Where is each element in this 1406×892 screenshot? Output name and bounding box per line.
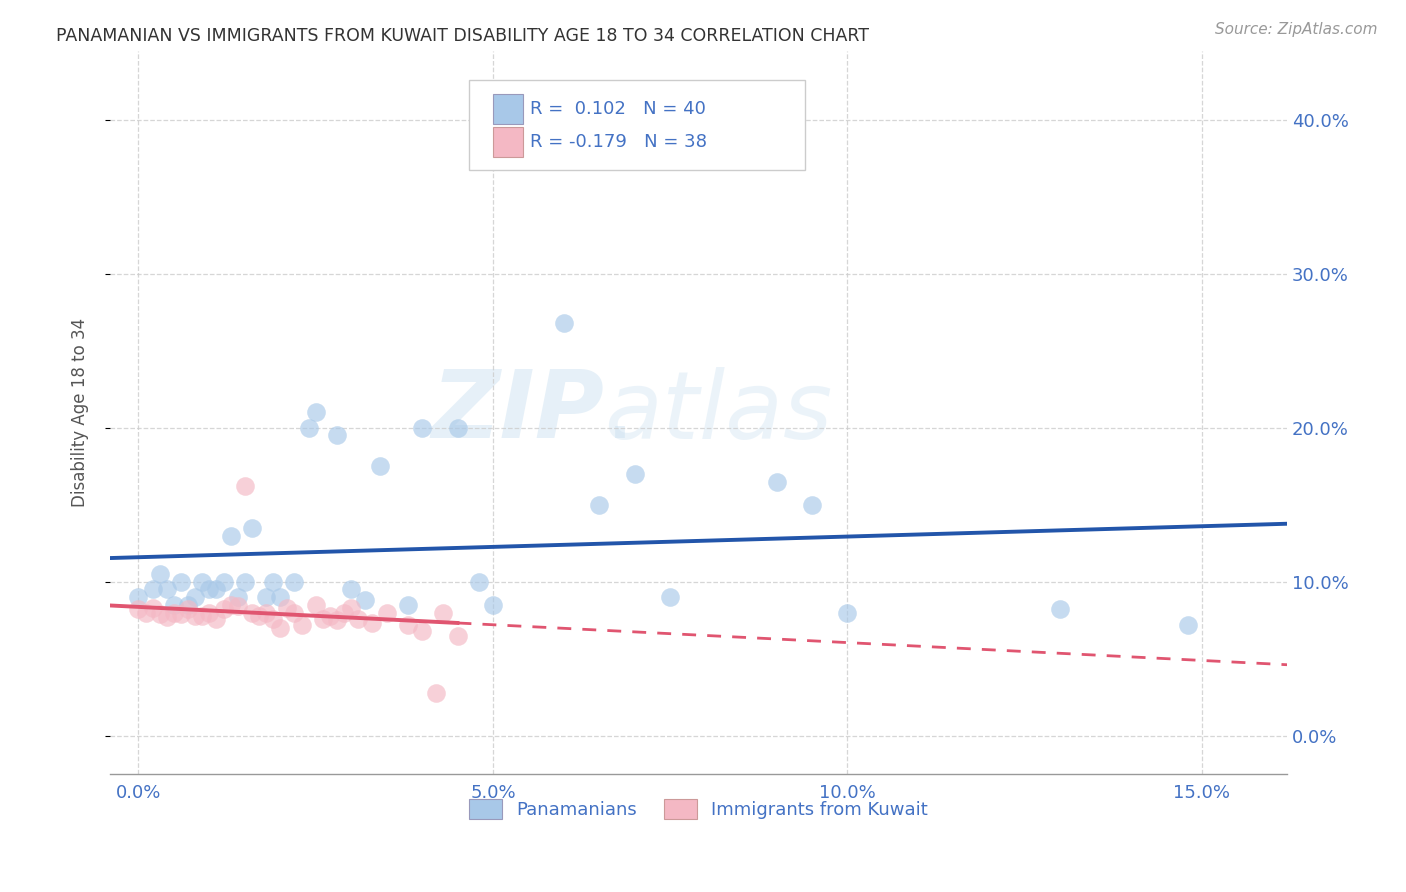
Point xyxy=(396,617,419,632)
Point xyxy=(142,600,165,615)
Point xyxy=(361,616,384,631)
Point xyxy=(347,612,370,626)
Y-axis label: Disability Age 18 to 34: Disability Age 18 to 34 xyxy=(72,318,89,507)
Point xyxy=(765,475,787,489)
Point xyxy=(283,574,305,589)
Point xyxy=(205,612,228,626)
Text: atlas: atlas xyxy=(605,367,832,458)
Point xyxy=(262,574,284,589)
Point xyxy=(396,598,419,612)
Text: .: . xyxy=(605,367,634,458)
Point xyxy=(184,590,207,604)
Point xyxy=(226,590,249,604)
Text: ZIP: ZIP xyxy=(432,367,605,458)
Point xyxy=(340,582,363,597)
Point xyxy=(319,608,342,623)
Point xyxy=(411,624,433,638)
Point xyxy=(269,590,291,604)
Point xyxy=(184,608,207,623)
Point xyxy=(205,582,228,597)
Point xyxy=(1177,617,1199,632)
Point xyxy=(177,598,200,612)
Point xyxy=(446,629,468,643)
Point xyxy=(127,590,149,604)
FancyBboxPatch shape xyxy=(492,127,523,157)
Point xyxy=(156,582,179,597)
Legend: Panamanians, Immigrants from Kuwait: Panamanians, Immigrants from Kuwait xyxy=(463,791,935,827)
Point xyxy=(283,606,305,620)
Point xyxy=(254,590,277,604)
Point xyxy=(432,606,454,620)
Point xyxy=(290,617,312,632)
Point xyxy=(1049,602,1071,616)
Point xyxy=(375,606,398,620)
Point xyxy=(588,498,610,512)
Point xyxy=(142,582,165,597)
Point xyxy=(149,607,172,621)
Point xyxy=(233,479,256,493)
Point xyxy=(198,606,221,620)
Point xyxy=(297,421,319,435)
Point xyxy=(305,598,328,612)
Point xyxy=(254,606,277,620)
Point xyxy=(163,606,186,620)
Point xyxy=(240,521,263,535)
Point xyxy=(191,574,214,589)
Point xyxy=(170,607,193,621)
Point xyxy=(326,428,349,442)
Point xyxy=(553,316,575,330)
Point xyxy=(247,608,270,623)
Point xyxy=(659,590,682,604)
Point xyxy=(135,606,157,620)
Point xyxy=(177,602,200,616)
Point xyxy=(149,567,172,582)
Point xyxy=(326,613,349,627)
Point xyxy=(191,608,214,623)
Point xyxy=(411,421,433,435)
Point xyxy=(233,574,256,589)
Point xyxy=(446,421,468,435)
Point xyxy=(262,612,284,626)
Point xyxy=(482,598,505,612)
Point xyxy=(276,600,298,615)
Point xyxy=(333,606,356,620)
Point xyxy=(198,582,221,597)
Point xyxy=(368,459,391,474)
Text: PANAMANIAN VS IMMIGRANTS FROM KUWAIT DISABILITY AGE 18 TO 34 CORRELATION CHART: PANAMANIAN VS IMMIGRANTS FROM KUWAIT DIS… xyxy=(56,27,869,45)
Point xyxy=(305,405,328,419)
Point xyxy=(269,621,291,635)
Point xyxy=(801,498,824,512)
Point xyxy=(312,612,335,626)
Point xyxy=(623,467,645,481)
Point xyxy=(354,593,377,607)
Point xyxy=(468,574,491,589)
Text: Source: ZipAtlas.com: Source: ZipAtlas.com xyxy=(1215,22,1378,37)
Point xyxy=(425,685,447,699)
Point xyxy=(219,528,242,542)
Point xyxy=(170,574,193,589)
Point xyxy=(163,598,186,612)
Point xyxy=(212,602,235,616)
Point xyxy=(226,599,249,614)
Text: R =  0.102   N = 40: R = 0.102 N = 40 xyxy=(530,100,706,119)
Point xyxy=(156,610,179,624)
Point xyxy=(340,600,363,615)
Point xyxy=(212,574,235,589)
Text: R = -0.179   N = 38: R = -0.179 N = 38 xyxy=(530,133,707,151)
Point xyxy=(127,602,149,616)
Point xyxy=(837,606,859,620)
FancyBboxPatch shape xyxy=(492,94,523,125)
FancyBboxPatch shape xyxy=(470,79,804,170)
Point xyxy=(240,606,263,620)
Point xyxy=(219,598,242,612)
